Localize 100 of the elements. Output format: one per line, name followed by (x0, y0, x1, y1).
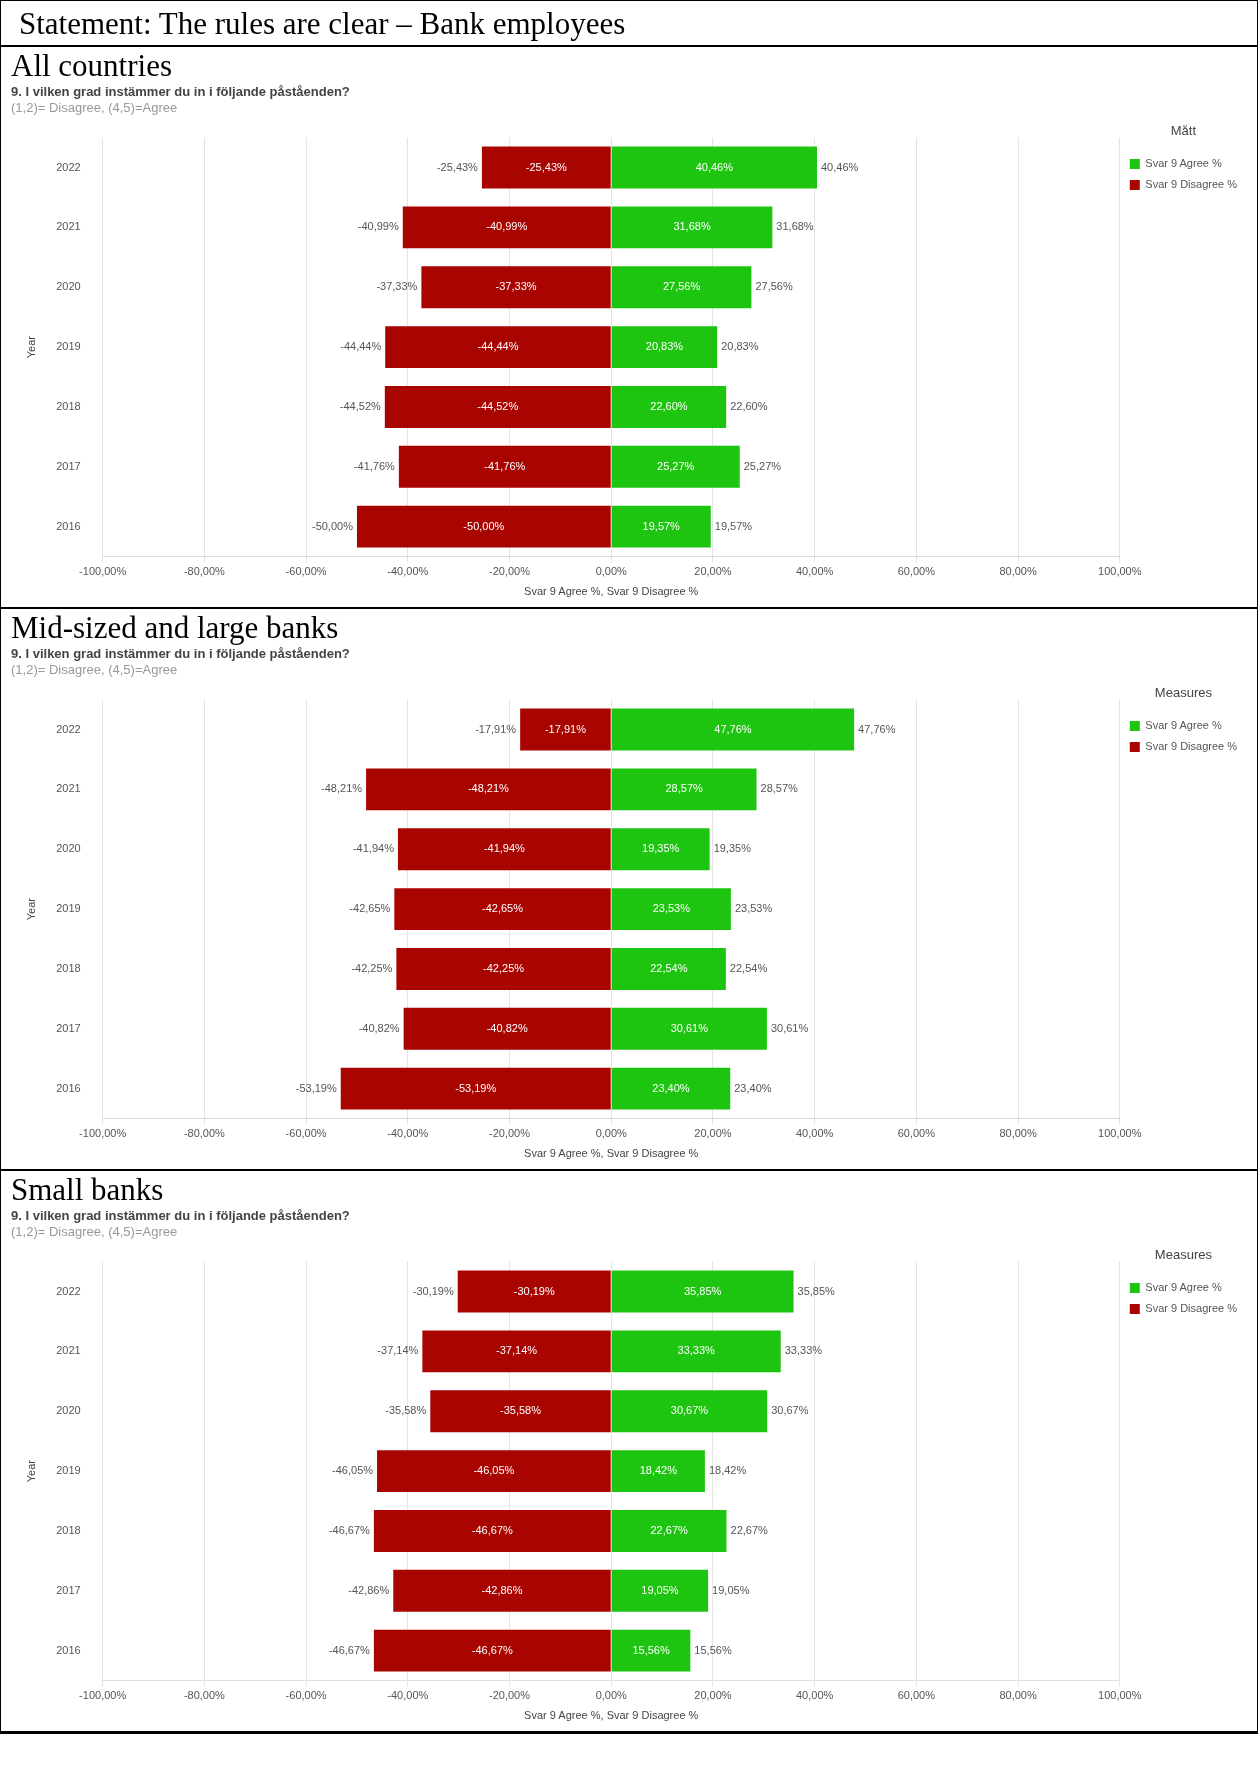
x-tick-label: 80,00% (999, 565, 1037, 578)
x-tick-label: 100,00% (1098, 1689, 1142, 1702)
data-label: -44,44% (340, 340, 382, 353)
text: -46,67% (471, 1643, 513, 1656)
bar (340, 1067, 611, 1110)
text: -53,19% (455, 1081, 497, 1094)
legend-label: Svar 9 Disagree % (1145, 740, 1238, 753)
legend-label: Svar 9 Disagree % (1145, 178, 1238, 191)
legend-title: Mått (1170, 123, 1197, 139)
x-tick-label: 40,00% (796, 1689, 834, 1702)
data-label: 27,56% (755, 280, 793, 293)
bar (611, 1629, 691, 1672)
bar (611, 708, 855, 751)
bar (611, 386, 727, 428)
bar (611, 1390, 768, 1433)
x-tick-label: -20,00% (489, 1127, 531, 1140)
data-label: -35,58% (385, 1404, 427, 1417)
y-tick-label: 2020 (56, 842, 81, 855)
text: -42,25% (483, 961, 525, 974)
text: -48,21% (467, 782, 509, 795)
x-tick-label: 40,00% (796, 1127, 834, 1140)
x-tick-label: 0,00% (595, 1689, 628, 1702)
y-tick-label: 2021 (56, 220, 81, 233)
text: -44,44% (477, 340, 519, 353)
data-label: 15,56% (632, 1643, 670, 1656)
data-label: -50,00% (311, 519, 354, 532)
legend-label: Svar 9 Agree % (1145, 719, 1222, 732)
y-tick-label: 2020 (56, 280, 81, 293)
text: -46,05% (473, 1464, 515, 1477)
data-label: 22,67% (730, 1523, 769, 1536)
bar (611, 1007, 767, 1050)
data-label: 20,83% (721, 340, 759, 353)
bar (356, 505, 611, 548)
text: 28,57% (665, 782, 703, 795)
data-label: -41,76% (353, 459, 396, 472)
x-axis-title: Svar 9 Agree %, Svar 9 Disagree % (524, 1147, 699, 1160)
x-tick-label: 100,00% (1098, 565, 1142, 578)
y-tick-label: 2018 (56, 961, 81, 974)
text: 19,57% (642, 519, 680, 532)
x-tick-label: -80,00% (183, 565, 226, 578)
data-label: 31,68% (776, 220, 814, 233)
text: (1,2)= Disagree, (4,5)=Agree (10, 1224, 179, 1241)
text: -46,67% (471, 1523, 513, 1536)
bar (373, 1510, 611, 1552)
x-tick-label: 80,00% (999, 1127, 1037, 1140)
text: 35,85% (683, 1284, 722, 1297)
text: Statement: The rules are clear – Bank employees (1, 1, 1257, 47)
data-label: 30,67% (771, 1404, 809, 1417)
chart-subtitle: 9. I vilken grad instämmer du in i följande påståenden? (10, 645, 351, 662)
bar (402, 206, 611, 249)
x-tick-label: 0,00% (595, 565, 628, 578)
text: 22,54% (650, 961, 688, 974)
data-label: 33,33% (784, 1344, 823, 1357)
data-label: 19,05% (712, 1583, 750, 1596)
y-tick-label: 2017 (56, 459, 81, 472)
bar (611, 1510, 727, 1552)
y-tick-label: 2019 (56, 1464, 81, 1477)
y-tick-label: 2022 (56, 160, 81, 173)
text: -41,94% (483, 842, 525, 855)
text: 23,53% (652, 902, 690, 915)
x-tick-label: 20,00% (694, 565, 732, 578)
bar (611, 1450, 705, 1493)
x-tick-label: -60,00% (285, 1127, 327, 1140)
bar (373, 1629, 611, 1672)
legend-label: Svar 9 Agree % (1145, 1281, 1222, 1294)
bar (394, 888, 611, 931)
chart-title: All countries (10, 47, 173, 83)
y-axis-title: Year (24, 1459, 37, 1483)
data-label: 23,53% (734, 902, 773, 915)
bar (398, 445, 611, 488)
data-label: 25,27% (743, 459, 782, 472)
text: 40,46% (695, 160, 734, 173)
data-label: 19,35% (713, 842, 752, 855)
chart-title: Mid-sized and large banks (10, 609, 340, 645)
text: 22,67% (650, 1523, 688, 1536)
data-label: -41,94% (352, 842, 395, 855)
data-label: -17,91% (475, 722, 517, 735)
chart-title: Small banks (10, 1171, 165, 1207)
bar (611, 828, 710, 871)
data-label: -42,65% (349, 902, 391, 915)
bar (611, 1067, 731, 1110)
text: -40,99% (486, 220, 528, 233)
x-tick-label: 100,00% (1098, 1127, 1142, 1140)
data-label: -46,05% (332, 1464, 374, 1477)
y-tick-label: 2019 (56, 340, 81, 353)
data-label: 18,42% (708, 1464, 747, 1477)
data-label: 28,57% (760, 782, 799, 795)
bar (396, 948, 611, 990)
bar (611, 948, 726, 990)
text: -37,14% (496, 1344, 538, 1357)
text: 20,83% (645, 340, 684, 353)
data-label: -42,25% (351, 961, 393, 974)
text: -42,86% (481, 1583, 523, 1596)
text: 33,33% (677, 1344, 715, 1357)
text: 19,05% (641, 1583, 679, 1596)
y-tick-label: 2021 (56, 1344, 81, 1357)
bar (611, 326, 718, 369)
legend-label: Svar 9 Agree % (1145, 157, 1222, 170)
x-tick-label: 20,00% (694, 1127, 732, 1140)
y-tick-label: 2018 (56, 1523, 81, 1536)
